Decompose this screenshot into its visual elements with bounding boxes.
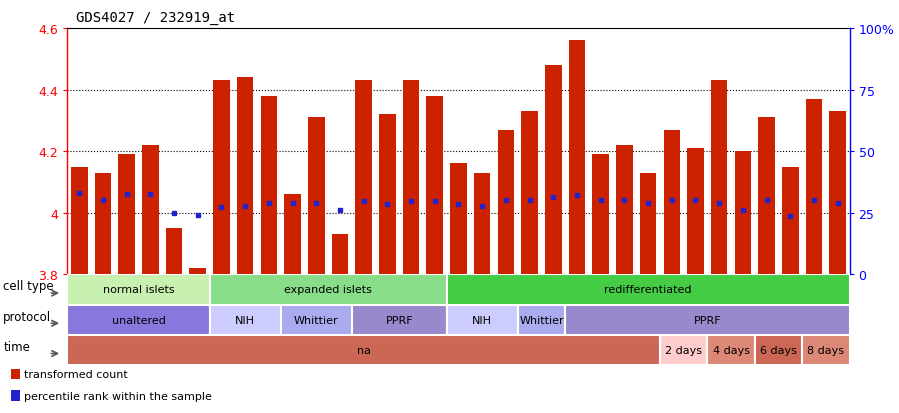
Bar xyxy=(332,235,348,275)
Bar xyxy=(94,173,111,275)
Text: unaltered: unaltered xyxy=(111,315,165,325)
Bar xyxy=(67,335,660,365)
Text: 4 days: 4 days xyxy=(713,345,750,355)
Text: NIH: NIH xyxy=(236,315,255,325)
Text: time: time xyxy=(4,340,31,353)
Bar xyxy=(213,81,230,275)
Bar xyxy=(355,81,372,275)
Text: NIH: NIH xyxy=(472,315,492,325)
Text: 8 days: 8 days xyxy=(807,345,844,355)
Bar xyxy=(806,100,823,275)
Bar xyxy=(261,97,277,275)
Bar xyxy=(209,305,280,335)
Bar xyxy=(67,275,209,305)
Bar xyxy=(663,130,680,275)
Text: PPRF: PPRF xyxy=(386,315,413,325)
Bar xyxy=(569,41,585,275)
Bar xyxy=(447,275,850,305)
Bar xyxy=(190,268,206,275)
Bar xyxy=(640,173,656,275)
Bar xyxy=(782,167,798,275)
Text: 2 days: 2 days xyxy=(665,345,702,355)
Bar xyxy=(592,155,609,275)
Bar xyxy=(142,146,159,275)
Bar xyxy=(687,149,704,275)
Bar xyxy=(379,115,396,275)
Text: na: na xyxy=(357,345,370,355)
Bar xyxy=(284,195,301,275)
Bar xyxy=(209,275,447,305)
Bar xyxy=(759,118,775,275)
Bar xyxy=(447,305,518,335)
Bar xyxy=(426,97,443,275)
Text: protocol: protocol xyxy=(4,310,51,323)
Bar xyxy=(734,152,752,275)
Bar xyxy=(237,78,254,275)
Bar xyxy=(755,335,802,365)
Bar xyxy=(660,335,708,365)
Bar xyxy=(545,66,562,275)
Bar xyxy=(450,164,467,275)
Text: PPRF: PPRF xyxy=(693,315,721,325)
Bar xyxy=(308,118,325,275)
Bar xyxy=(711,81,727,275)
Bar xyxy=(521,112,538,275)
Bar xyxy=(565,305,850,335)
Bar xyxy=(119,155,135,275)
Bar xyxy=(518,305,565,335)
Text: transformed count: transformed count xyxy=(24,369,129,379)
Text: percentile rank within the sample: percentile rank within the sample xyxy=(24,391,212,401)
Text: expanded islets: expanded islets xyxy=(284,285,372,295)
Bar xyxy=(830,112,846,275)
Text: Whittier: Whittier xyxy=(294,315,339,325)
Bar xyxy=(280,305,352,335)
Text: 6 days: 6 days xyxy=(760,345,797,355)
Bar xyxy=(71,167,87,275)
Bar xyxy=(498,130,514,275)
Bar xyxy=(403,81,419,275)
Text: GDS4027 / 232919_at: GDS4027 / 232919_at xyxy=(76,11,236,25)
Text: Whittier: Whittier xyxy=(519,315,564,325)
Bar xyxy=(802,335,850,365)
Bar xyxy=(708,335,755,365)
Text: redifferentiated: redifferentiated xyxy=(604,285,692,295)
Bar xyxy=(352,305,447,335)
Bar xyxy=(616,146,633,275)
Bar xyxy=(474,173,491,275)
Text: normal islets: normal islets xyxy=(102,285,174,295)
Text: cell type: cell type xyxy=(4,280,54,292)
Bar xyxy=(11,369,20,380)
Bar xyxy=(165,228,182,275)
Bar xyxy=(11,390,20,401)
Bar xyxy=(67,305,209,335)
